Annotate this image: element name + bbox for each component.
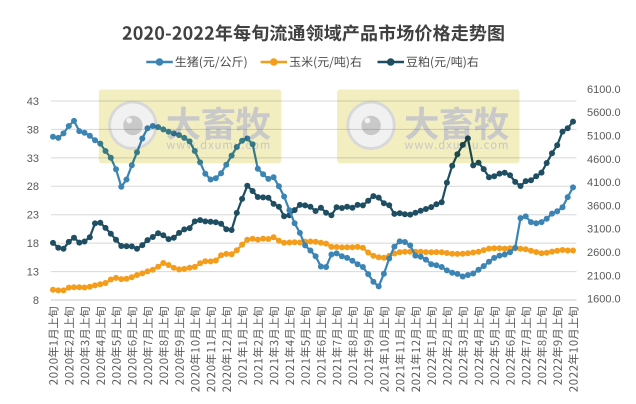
- svg-text:38: 38: [27, 124, 39, 136]
- svg-text:8: 8: [33, 295, 39, 307]
- svg-text:33: 33: [27, 153, 39, 165]
- svg-text:18: 18: [27, 238, 39, 250]
- svg-text:5600.0: 5600.0: [587, 107, 621, 119]
- svg-text:43: 43: [27, 96, 39, 108]
- svg-text:5100.0: 5100.0: [587, 131, 621, 143]
- svg-text:2600.0: 2600.0: [587, 247, 621, 259]
- svg-text:4100.0: 4100.0: [587, 177, 621, 189]
- svg-text:2100.0: 2100.0: [587, 270, 621, 282]
- svg-text:6100.0: 6100.0: [587, 84, 621, 96]
- svg-text:1600.0: 1600.0: [587, 294, 621, 306]
- svg-text:28: 28: [27, 181, 39, 193]
- svg-text:3100.0: 3100.0: [587, 224, 621, 236]
- svg-text:4600.0: 4600.0: [587, 154, 621, 166]
- svg-text:13: 13: [27, 267, 39, 279]
- svg-text:23: 23: [27, 210, 39, 222]
- svg-text:3600.0: 3600.0: [587, 200, 621, 212]
